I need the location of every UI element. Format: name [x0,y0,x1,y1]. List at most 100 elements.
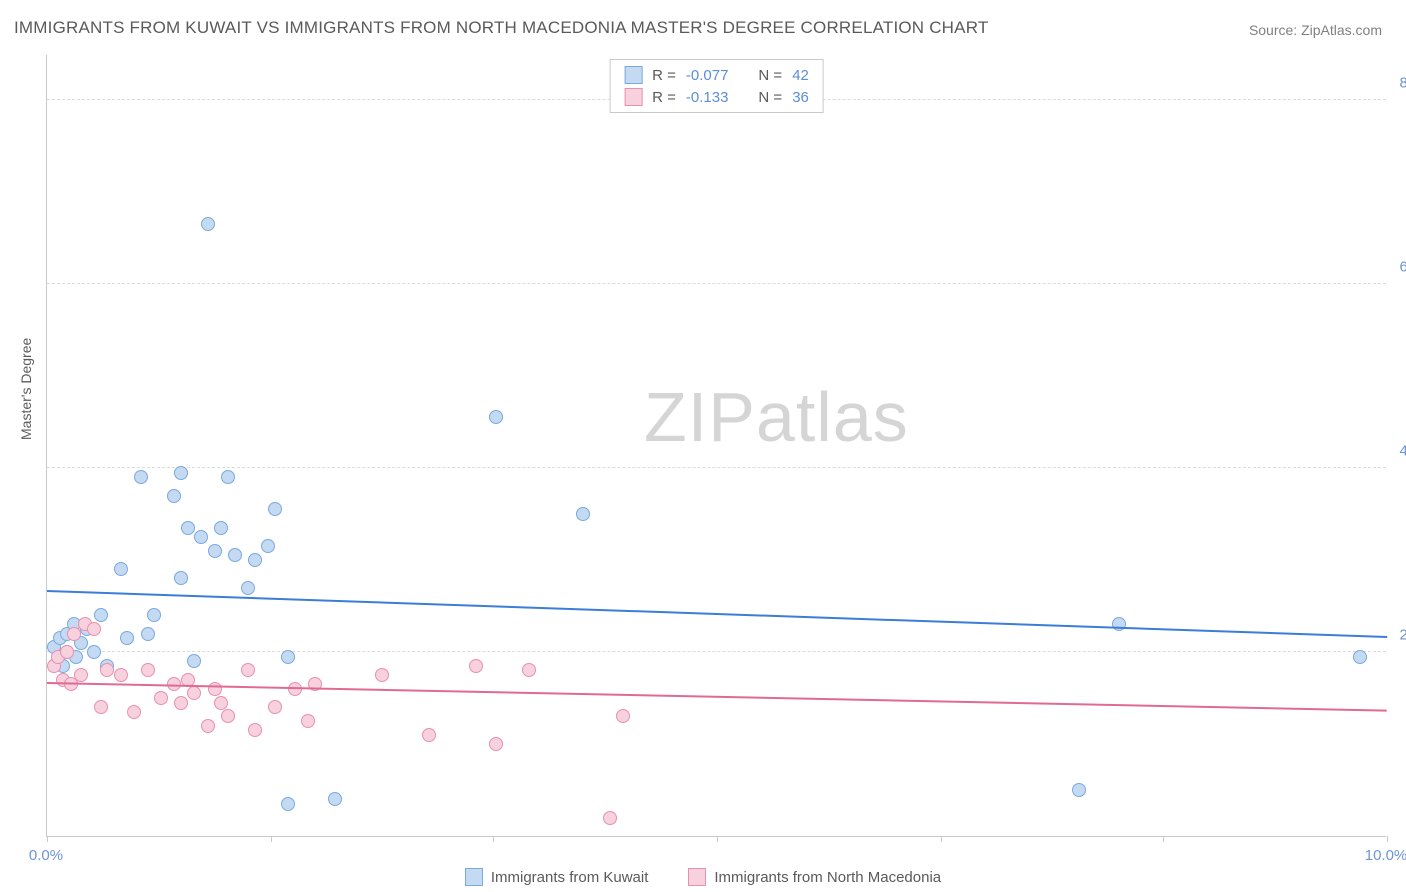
scatter-point [208,682,222,696]
scatter-point [268,700,282,714]
x-tick [941,836,942,842]
scatter-point [489,737,503,751]
scatter-point [94,700,108,714]
plot-area: 20.0%40.0%60.0%80.0%ZIPatlasR =-0.077N =… [46,55,1386,837]
x-tick-label: 0.0% [29,847,63,864]
scatter-point [301,714,315,728]
x-tick-label: 10.0% [1365,847,1406,864]
n-value: 42 [792,67,809,84]
scatter-point [74,668,88,682]
scatter-point [522,663,536,677]
scatter-point [174,696,188,710]
scatter-point [214,696,228,710]
scatter-point [576,507,590,521]
scatter-point [281,797,295,811]
scatter-point [187,686,201,700]
scatter-point [167,489,181,503]
scatter-point [127,705,141,719]
scatter-point [241,581,255,595]
scatter-point [87,622,101,636]
legend-swatch [624,88,642,106]
scatter-point [328,792,342,806]
r-value: -0.077 [686,67,729,84]
scatter-point [174,571,188,585]
legend-top-row: R = -0.077 N = 42 [610,64,823,86]
scatter-point [141,627,155,641]
scatter-point [228,548,242,562]
scatter-point [261,539,275,553]
scatter-point [616,709,630,723]
scatter-point [141,663,155,677]
scatter-point [214,521,228,535]
source-prefix: Source: [1249,22,1301,38]
y-axis-label: Master's Degree [18,338,34,440]
x-tick [271,836,272,842]
scatter-point [489,410,503,424]
scatter-point [1072,783,1086,797]
scatter-point [147,608,161,622]
scatter-point [603,811,617,825]
legend-swatch [688,868,706,886]
x-tick [1163,836,1164,842]
scatter-point [100,663,114,677]
y-tick-label: 60.0% [1390,259,1406,276]
legend-bottom-item: Immigrants from Kuwait [465,868,649,886]
scatter-point [154,691,168,705]
legend-top: R = -0.077 N = 42 R = -0.133 N = 36 [609,59,824,113]
legend-bottom-item: Immigrants from North Macedonia [688,868,941,886]
scatter-point [201,217,215,231]
x-tick [1387,836,1388,842]
scatter-point [94,608,108,622]
source-link[interactable]: ZipAtlas.com [1301,22,1382,38]
scatter-point [221,709,235,723]
legend-swatch [624,66,642,84]
legend-swatch [465,868,483,886]
r-label: R = [652,89,676,106]
x-tick [47,836,48,842]
scatter-point [375,668,389,682]
n-value: 36 [792,89,809,106]
scatter-point [208,544,222,558]
source-attribution: Source: ZipAtlas.com [1249,22,1382,38]
scatter-point [422,728,436,742]
scatter-point [134,470,148,484]
x-tick [717,836,718,842]
series-name: Immigrants from Kuwait [491,869,649,886]
scatter-point [174,466,188,480]
series-name: Immigrants from North Macedonia [714,869,941,886]
scatter-point [201,719,215,733]
legend-bottom: Immigrants from Kuwait Immigrants from No… [0,868,1406,886]
trend-line [47,590,1387,638]
gridline [47,651,1386,652]
scatter-point [1353,650,1367,664]
n-label: N = [758,67,782,84]
y-tick-label: 40.0% [1390,443,1406,460]
scatter-point [114,562,128,576]
r-value: -0.133 [686,89,729,106]
scatter-point [241,663,255,677]
gridline [47,283,1386,284]
scatter-point [114,668,128,682]
y-tick-label: 20.0% [1390,627,1406,644]
scatter-point [248,553,262,567]
watermark: ZIPatlas [644,377,909,457]
scatter-point [221,470,235,484]
x-tick [493,836,494,842]
scatter-point [281,650,295,664]
scatter-point [187,654,201,668]
gridline [47,467,1386,468]
scatter-point [181,521,195,535]
legend-top-row: R = -0.133 N = 36 [610,86,823,108]
scatter-point [268,502,282,516]
n-label: N = [758,89,782,106]
trend-line [47,682,1387,712]
scatter-point [469,659,483,673]
scatter-point [1112,617,1126,631]
scatter-point [60,645,74,659]
chart-title: IMMIGRANTS FROM KUWAIT VS IMMIGRANTS FRO… [14,18,988,38]
scatter-point [194,530,208,544]
scatter-point [87,645,101,659]
scatter-point [120,631,134,645]
y-tick-label: 80.0% [1390,75,1406,92]
r-label: R = [652,67,676,84]
